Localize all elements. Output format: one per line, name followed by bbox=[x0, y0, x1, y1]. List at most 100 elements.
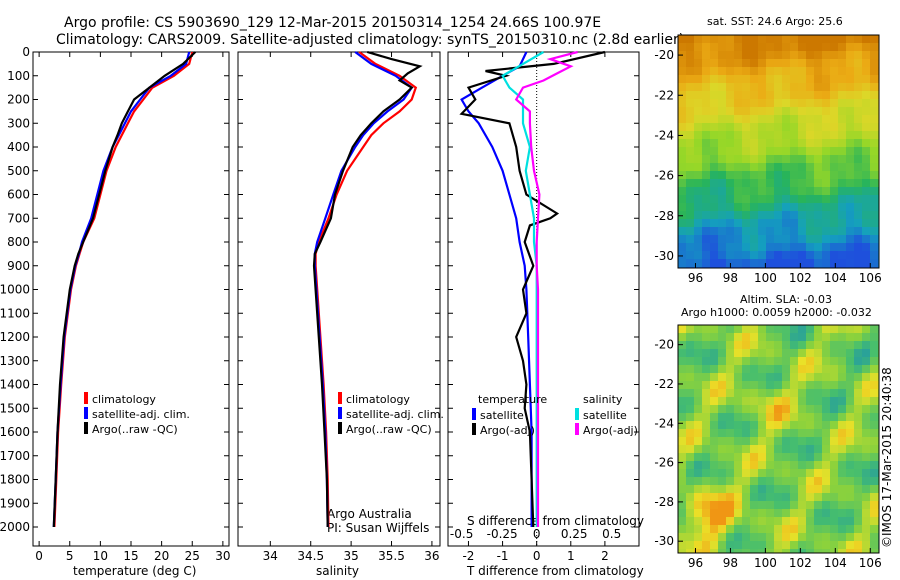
sla-map-cell bbox=[710, 389, 719, 398]
sla-map-cell bbox=[790, 389, 799, 398]
sst-map-cell bbox=[710, 131, 719, 140]
sla-map-cell bbox=[814, 469, 823, 478]
sst-map-cell bbox=[854, 203, 863, 212]
sst-map-cell bbox=[870, 43, 879, 52]
sla-map-cell bbox=[862, 509, 871, 518]
sla-map-cell bbox=[774, 477, 783, 486]
sst-map-cell bbox=[742, 83, 751, 92]
sst-map-cell bbox=[702, 227, 711, 236]
sla-map-cell bbox=[742, 365, 751, 374]
sla-map-cell bbox=[806, 357, 815, 366]
sst-map-cell bbox=[758, 43, 767, 52]
sla-map-cell bbox=[830, 477, 839, 486]
sst-map-cell bbox=[726, 179, 735, 188]
sla-map-cell bbox=[694, 437, 703, 446]
sla-map-cell bbox=[814, 373, 823, 382]
sst-map-cell bbox=[766, 211, 775, 220]
sst-map-cell bbox=[790, 211, 799, 220]
sla-map-cell bbox=[806, 485, 815, 494]
sla-map-cell bbox=[830, 333, 839, 342]
sla-map-cell bbox=[790, 525, 799, 534]
sla-map-cell bbox=[710, 373, 719, 382]
sla-map-cell bbox=[742, 445, 751, 454]
depth-tick-label: 1100 bbox=[0, 306, 30, 320]
sst-map-cell bbox=[718, 83, 727, 92]
sst-map-cell bbox=[782, 51, 791, 60]
sla-map-cell bbox=[830, 461, 839, 470]
sla-map-xtick-label: 102 bbox=[789, 556, 812, 570]
sla-map-cell bbox=[862, 333, 871, 342]
sla-map-cell bbox=[758, 469, 767, 478]
sst-map-cell bbox=[830, 163, 839, 172]
sal-legend-label: satellite-adj. clim. bbox=[346, 408, 444, 421]
sst-map-cell bbox=[846, 163, 855, 172]
sst-map-cell bbox=[814, 123, 823, 132]
sla-map-cell bbox=[686, 461, 695, 470]
sla-map-cell bbox=[790, 541, 799, 550]
sst-map-cell bbox=[838, 131, 847, 140]
sst-map-cell bbox=[702, 195, 711, 204]
sla-map-cell bbox=[734, 405, 743, 414]
sst-map-cell bbox=[750, 211, 759, 220]
sla-map-cell bbox=[766, 509, 775, 518]
sst-map-cell bbox=[814, 147, 823, 156]
sla-map-cell bbox=[750, 445, 759, 454]
sla-map-cell bbox=[830, 549, 839, 554]
sst-map-cell bbox=[758, 35, 767, 44]
sst-map-cell bbox=[678, 179, 687, 188]
sla-map-cell bbox=[806, 453, 815, 462]
sst-map-cell bbox=[694, 67, 703, 76]
sst-map-cell bbox=[870, 139, 879, 148]
sla-map-cell bbox=[726, 485, 735, 494]
sst-map-cell bbox=[806, 99, 815, 108]
sla-map-cell bbox=[830, 405, 839, 414]
depth-tick-label: 700 bbox=[7, 211, 30, 225]
sla-map-cell bbox=[806, 405, 815, 414]
sst-map-cell bbox=[718, 203, 727, 212]
sst-map-cell bbox=[734, 43, 743, 52]
sla-map-cell bbox=[686, 357, 695, 366]
sst-map-cell bbox=[814, 51, 823, 60]
sla-map-cell bbox=[702, 349, 711, 358]
sst-map-cell bbox=[710, 99, 719, 108]
diff-xtick-label: -2 bbox=[462, 549, 474, 563]
sst-map-cell bbox=[790, 91, 799, 100]
sst-map-cell bbox=[726, 195, 735, 204]
sal-series-line bbox=[314, 51, 418, 528]
sst-map-cell bbox=[798, 259, 807, 268]
sla-map-cell bbox=[862, 421, 871, 430]
sst-map-cell bbox=[766, 75, 775, 84]
sst-map-cell bbox=[822, 243, 831, 252]
sla-map-cell bbox=[854, 341, 863, 350]
sla-map-cell bbox=[774, 501, 783, 510]
sst-map-cell bbox=[854, 211, 863, 220]
sst-map-cell bbox=[702, 147, 711, 156]
sst-map-cell bbox=[686, 243, 695, 252]
sst-map-cell bbox=[846, 43, 855, 52]
sla-map-cell bbox=[798, 445, 807, 454]
sla-map-cell bbox=[694, 405, 703, 414]
sst-map-cell bbox=[742, 35, 751, 44]
sla-map-cell bbox=[846, 453, 855, 462]
sla-map-cell bbox=[846, 413, 855, 422]
sal-legend-swatch bbox=[338, 392, 342, 404]
sst-map-frame bbox=[677, 34, 880, 269]
sst-map-cell bbox=[774, 259, 783, 268]
sst-map-cell bbox=[678, 35, 687, 44]
sla-map-cell bbox=[814, 517, 823, 526]
sst-map-cell bbox=[742, 43, 751, 52]
sla-map-cell bbox=[846, 485, 855, 494]
sst-map-cell bbox=[686, 219, 695, 228]
sst-map-cell bbox=[694, 59, 703, 68]
depth-tick-label: 100 bbox=[7, 69, 30, 83]
sst-map-cell bbox=[702, 115, 711, 124]
sst-map-cell bbox=[702, 75, 711, 84]
sst-map-cell bbox=[798, 75, 807, 84]
sla-map-cell bbox=[790, 341, 799, 350]
sla-map-cell bbox=[694, 549, 703, 554]
sla-map-cell bbox=[766, 397, 775, 406]
sst-map-cell bbox=[774, 195, 783, 204]
diff-series-line bbox=[501, 51, 545, 527]
sst-map-cell bbox=[862, 227, 871, 236]
sla-map-cell bbox=[734, 509, 743, 518]
